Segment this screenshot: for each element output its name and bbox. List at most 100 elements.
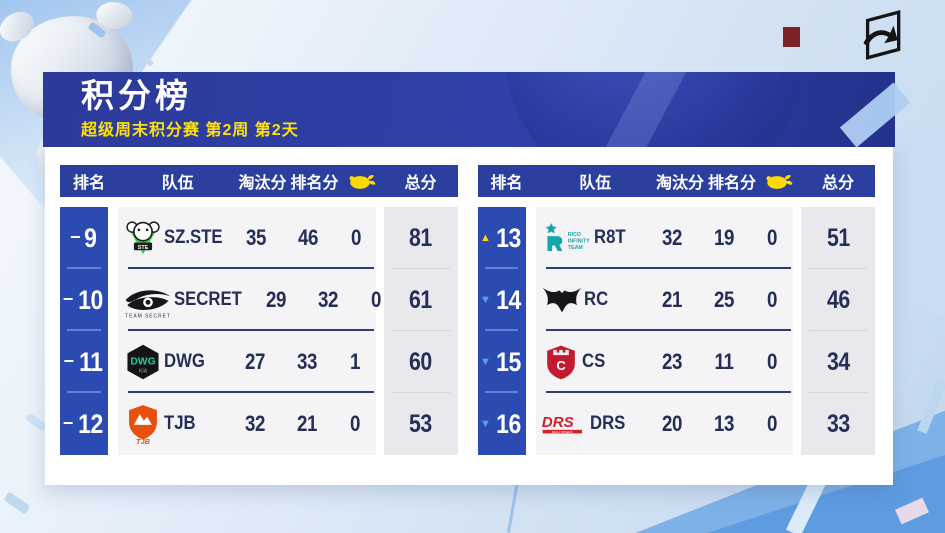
rank-cell: ▲ 13 [478,207,526,269]
rank-number: 15 [496,346,521,377]
rank-number: 12 [78,408,104,439]
elimination-points: 27 [244,349,265,374]
rank-cell: −12 [60,393,108,455]
svg-text:RICO: RICO [567,232,580,238]
total-points: 51 [801,207,875,269]
svg-text:DWG: DWG [130,357,155,368]
team-row: DWG KIA DWG 27 33 1 [118,331,376,393]
standings-table-left: 排名 队伍 淘汰分 排名分 总分 −9−10−11−12 STE SZ.STE 35… [60,165,458,485]
svg-text:DAILY RIDERS: DAILY RIDERS [551,429,572,433]
rank-column-header: 排名 [72,175,105,192]
team-name: R8T [593,227,626,248]
elimination-points: 32 [662,225,682,250]
title-banner: 积分榜 超级周末积分赛 第2周 第2天 [43,72,895,147]
shard-decor [3,491,31,515]
elimination-points: 21 [662,287,682,312]
placement-points: 13 [714,411,734,436]
total-column-header: 总分 [821,175,854,192]
team-row: TEAM SECRET SECRET 29 32 0 [118,269,381,331]
standings-table-right: 排名 队伍 淘汰分 排名分 总分 ▲ 13 ▼ 14 ▼ 15 ▼ 16 RICO INFINI… [477,165,875,485]
chicken-count: 0 [349,411,360,436]
team-logo-szste-icon: STE [118,218,164,258]
team-row: TJB TJB 32 21 0 [118,393,376,455]
total-column-header: 总分 [404,175,437,192]
trend-down-icon: ▼ [480,417,491,430]
elimination-points: 20 [662,411,682,436]
total-points: 81 [384,207,458,269]
svg-text:INFINITY: INFINITY [567,239,589,245]
svg-text:C: C [556,358,565,373]
elimination-column-header: 淘汰分 [238,175,287,192]
team-row: RICO INFINITY TEAM R8T 32 19 0 [536,207,794,269]
team-logo-secret-icon: TEAM SECRET [118,281,174,319]
elimination-points: 35 [245,225,266,250]
shard-decor [24,412,48,432]
placement-points: 33 [296,349,317,374]
table-header: 排名 队伍 淘汰分 排名分 总分 [477,165,875,197]
total-points: 33 [826,409,850,438]
placement-column-header: 排名分 [707,175,756,192]
team-column-header: 队伍 [161,175,194,192]
placement-column-header: 排名分 [290,175,339,192]
svg-text:TEAM: TEAM [567,245,582,251]
svg-text:TJB: TJB [136,437,151,445]
rows-column: RICO INFINITY TEAM R8T 32 19 0 RC 21 25 0 C CS 23 11 0 D… [535,207,794,455]
team-row: DRS DAILY RIDERS DRS 20 13 0 [536,393,794,455]
trend-same-icon: − [62,412,74,433]
scoreboard-card: 排名 队伍 淘汰分 排名分 总分 −9−10−11−12 STE SZ.STE 35… [45,147,893,485]
rank-column: −9−10−11−12 [60,207,108,455]
total-points: 60 [384,331,458,393]
rank-cell: −11 [60,331,108,393]
rank-column-header: 排名 [490,175,523,192]
rank-number: 9 [84,222,98,253]
placement-points: 46 [297,225,318,250]
team-logo-cs-icon: C [536,343,582,381]
total-column: 81 61 60 53 [383,207,458,455]
trend-up-icon: ▲ [480,231,491,244]
chicken-count: 0 [350,225,361,250]
elimination-column-header: 淘汰分 [655,175,704,192]
chicken-count: 1 [349,349,360,374]
team-logo-tjb-icon: TJB [118,403,164,445]
rank-cell: −9 [60,207,108,269]
team-name: SECRET [174,289,242,310]
team-name: CS [581,351,605,372]
total-points: 34 [801,331,875,393]
team-logo-rc-icon [536,285,584,315]
total-points: 61 [384,269,458,331]
trend-down-icon: ▼ [480,355,491,368]
chicken-count: 0 [767,287,777,312]
rows-column: STE SZ.STE 35 46 0 TEAM SECRET SECRET 29 32 0 DWG K… [118,207,381,455]
placement-points: 19 [714,225,734,250]
page-subtitle: 超级周末积分赛 第2周 第2天 [81,122,299,140]
team-column-header: 队伍 [579,175,612,192]
table-body: −9−10−11−12 STE SZ.STE 35 46 0 TEAM SECRET SEC… [60,207,458,455]
team-row: RC 21 25 0 [536,269,794,331]
team-logo-r8t-icon: RICO INFINITY TEAM [536,219,594,257]
team-name: DWG [164,351,205,372]
chicken-icon [342,172,384,190]
placement-points: 32 [318,287,339,312]
trend-same-icon: − [62,288,74,309]
team-row: STE SZ.STE 35 46 0 [118,207,376,269]
chicken-count: 0 [767,225,777,250]
rank-cell: ▼ 15 [478,331,526,393]
chicken-count: 0 [767,349,777,374]
pel-swoosh-logo [853,8,905,66]
trend-same-icon: − [69,226,81,247]
chicken-icon [759,172,801,190]
table-header: 排名 队伍 淘汰分 排名分 总分 [60,165,458,197]
total-points: 53 [409,409,432,438]
elimination-points: 32 [244,411,265,436]
total-column: 51 46 34 33 [801,207,875,455]
team-row: C CS 23 11 0 [536,331,794,393]
red-square-decor [783,27,800,47]
team-logo-dwg-icon: DWG KIA [118,343,164,381]
rank-cell: ▼ 14 [478,269,526,331]
chicken-count: 0 [371,287,382,312]
chicken-count: 0 [767,411,777,436]
table-body: ▲ 13 ▼ 14 ▼ 15 ▼ 16 RICO INFINITY TEAM R8T 32 19 0 RC 2… [477,207,875,455]
svg-text:STE: STE [138,245,149,251]
svg-text:DRS: DRS [541,414,573,431]
